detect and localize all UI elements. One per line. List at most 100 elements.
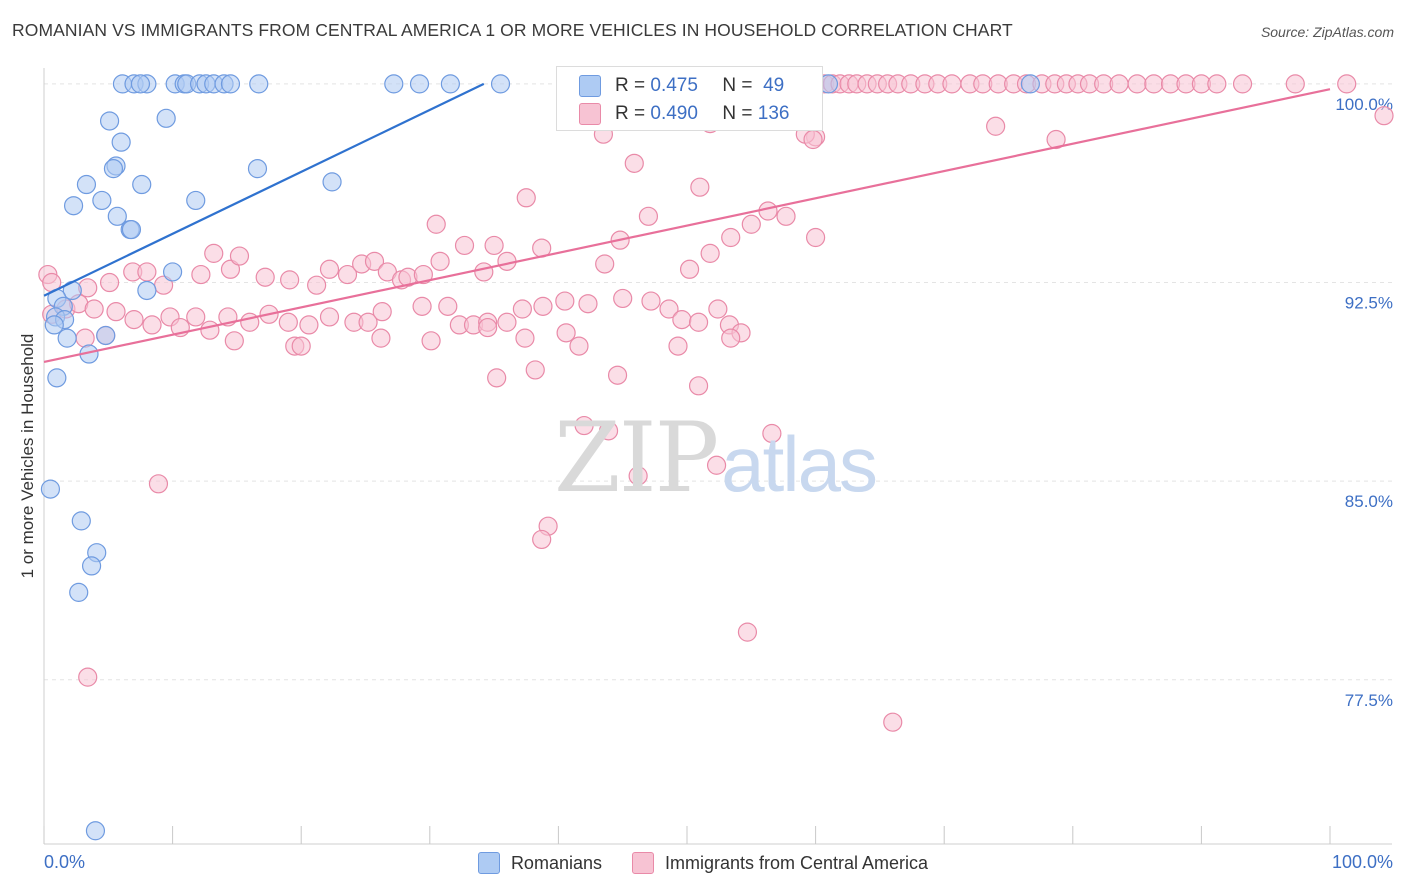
data-point-romanians: [384, 74, 404, 94]
data-point-immigrants: [1232, 74, 1253, 94]
data-point-immigrants: [421, 331, 441, 351]
legend-n-label: N =: [722, 103, 753, 124]
data-point-romanians: [163, 262, 183, 282]
data-point-immigrants: [741, 214, 761, 234]
data-point-immigrants: [319, 307, 340, 327]
data-point-immigrants: [598, 421, 619, 441]
data-point-immigrants: [84, 299, 104, 319]
trend-line-immigrants: [43, 88, 1331, 364]
data-point-immigrants: [478, 317, 498, 338]
legend-r-value: 0.475: [650, 75, 698, 96]
data-point-immigrants: [438, 296, 458, 316]
data-point-immigrants: [1109, 74, 1129, 94]
data-point-immigrants: [512, 299, 532, 319]
data-point-immigrants: [1144, 74, 1164, 94]
legend-item-immigrants[interactable]: Immigrants from Central America: [631, 852, 929, 874]
legend-label-romanians: Romanians: [510, 852, 602, 873]
legend-swatch-pink: [579, 103, 601, 125]
data-point-romanians: [57, 328, 77, 348]
data-point-immigrants: [106, 302, 126, 322]
data-point-romanians: [47, 368, 67, 388]
data-point-immigrants: [186, 307, 206, 327]
watermark: ZIPatlas: [554, 402, 878, 514]
data-point-immigrants: [737, 622, 758, 642]
data-point-immigrants: [200, 320, 220, 340]
watermark-zip: ZIP: [554, 402, 719, 514]
data-point-immigrants: [148, 474, 169, 494]
data-point-immigrants: [803, 129, 823, 150]
data-point-immigrants: [220, 259, 241, 279]
data-point-immigrants: [1374, 106, 1394, 126]
data-point-immigrants: [1337, 74, 1357, 94]
data-point-immigrants: [607, 365, 628, 385]
legend-row-immigrants: R = 0.490 N = 136: [579, 101, 789, 127]
data-point-immigrants: [628, 466, 648, 486]
data-point-immigrants: [555, 291, 575, 311]
data-point-romanians: [107, 206, 127, 226]
data-point-romanians: [103, 159, 124, 179]
data-point-immigrants: [758, 201, 778, 221]
data-point-immigrants: [595, 254, 615, 274]
data-point-romanians: [322, 172, 342, 192]
data-point-romanians: [440, 74, 460, 94]
data-point-immigrants: [319, 259, 340, 279]
data-point-romanians: [44, 315, 64, 335]
data-point-immigrants: [688, 376, 709, 396]
trend-line-romanians: [43, 82, 485, 297]
source-credit: Source: ZipAtlas.com: [1260, 24, 1394, 40]
x-tick-label-min: 0.0%: [44, 852, 86, 872]
data-point-romanians: [490, 74, 511, 94]
legend-n-value: 49: [763, 75, 785, 96]
data-point-immigrants: [454, 235, 475, 256]
data-point-immigrants: [280, 270, 300, 290]
data-point-immigrants: [516, 188, 536, 208]
data-point-immigrants: [229, 246, 250, 266]
data-point-immigrants: [430, 251, 450, 271]
data-point-romanians: [99, 111, 120, 131]
data-point-immigrants: [672, 310, 692, 330]
data-point-romanians: [69, 582, 89, 602]
data-point-immigrants: [1285, 74, 1305, 94]
data-point-immigrants: [986, 116, 1006, 136]
data-point-immigrants: [307, 275, 327, 295]
data-point-immigrants: [204, 243, 224, 263]
data-point-immigrants: [641, 291, 661, 311]
legend-r-label: R =: [615, 103, 646, 124]
data-point-immigrants: [556, 323, 576, 343]
legend-swatch-blue: [477, 852, 500, 874]
data-point-immigrants: [569, 336, 589, 356]
data-point-immigrants: [1046, 129, 1066, 150]
data-point-romanians: [81, 556, 102, 576]
legend-swatch-blue: [579, 75, 601, 97]
data-point-immigrants: [474, 262, 494, 282]
data-point-immigrants: [533, 296, 553, 316]
data-point-immigrants: [99, 272, 120, 293]
data-point-immigrants: [624, 153, 644, 173]
data-point-immigrants: [638, 206, 659, 226]
legend-row-romanians: R = 0.475 N = 49: [579, 73, 784, 99]
data-point-immigrants: [525, 360, 545, 380]
data-point-immigrants: [358, 312, 378, 332]
data-point-romanians: [40, 479, 61, 499]
data-point-romanians: [92, 190, 112, 211]
data-point-immigrants: [124, 310, 144, 330]
data-point-immigrants: [255, 267, 275, 287]
data-point-immigrants: [762, 423, 782, 444]
data-point-immigrants: [708, 299, 728, 319]
data-point-immigrants: [700, 243, 720, 263]
data-point-romanians: [130, 74, 151, 94]
data-point-immigrants: [364, 251, 385, 271]
data-point-romanians: [156, 108, 176, 128]
data-point-immigrants: [497, 312, 517, 332]
data-point-romanians: [249, 74, 269, 94]
data-point-immigrants: [412, 296, 432, 316]
legend-item-romanians[interactable]: Romanians: [477, 852, 602, 874]
legend-r-value: 0.490: [650, 103, 698, 124]
data-point-romanians: [247, 159, 268, 179]
data-point-romanians: [409, 74, 430, 94]
data-point-immigrants: [137, 262, 157, 282]
data-point-immigrants: [776, 206, 796, 226]
legend-label-immigrants: Immigrants from Central America: [664, 852, 929, 873]
data-point-immigrants: [337, 264, 358, 285]
data-point-immigrants: [659, 299, 679, 319]
